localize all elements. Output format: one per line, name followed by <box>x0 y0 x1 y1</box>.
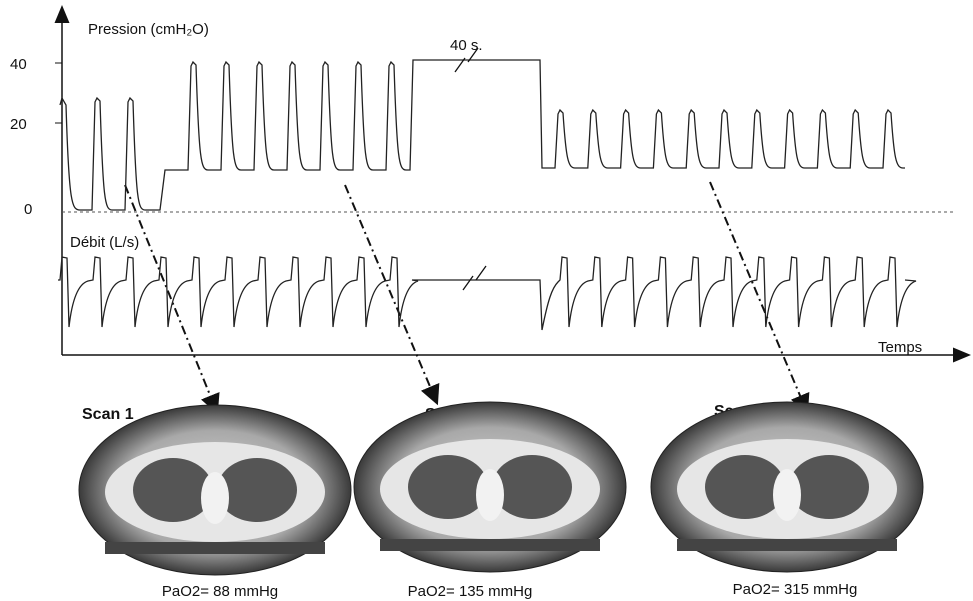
ct-scan <box>354 402 626 572</box>
mediastinum <box>773 469 801 521</box>
flow-label: Débit (L/s) <box>70 234 139 251</box>
ct-scan <box>79 405 351 575</box>
table <box>677 539 897 551</box>
lung <box>705 455 785 519</box>
scan-title: Scan 1 <box>82 406 134 423</box>
pause-label: 40 s. <box>450 37 483 54</box>
lung <box>133 458 213 522</box>
pao2-label: PaO2= 315 mmHg <box>733 581 858 598</box>
mediastinum <box>201 472 229 524</box>
table <box>380 539 600 551</box>
mediastinum <box>476 469 504 521</box>
lung <box>408 455 488 519</box>
lung <box>492 455 572 519</box>
figure: Pression (cmH₂O) 40 20 0 40 s. Débit (L/… <box>0 0 973 601</box>
pao2-label: PaO2= 135 mmHg <box>408 583 533 600</box>
pao2-label: PaO2= 88 mmHg <box>162 583 278 600</box>
table <box>105 542 325 554</box>
tick-label: 0 <box>24 201 32 218</box>
tick-label: 20 <box>10 116 27 133</box>
ct-scan <box>651 402 923 572</box>
pressure-label: Pression (cmH₂O) <box>88 21 209 38</box>
lung <box>789 455 869 519</box>
lung <box>217 458 297 522</box>
time-label: Temps <box>878 339 922 356</box>
tick-label: 40 <box>10 56 27 73</box>
